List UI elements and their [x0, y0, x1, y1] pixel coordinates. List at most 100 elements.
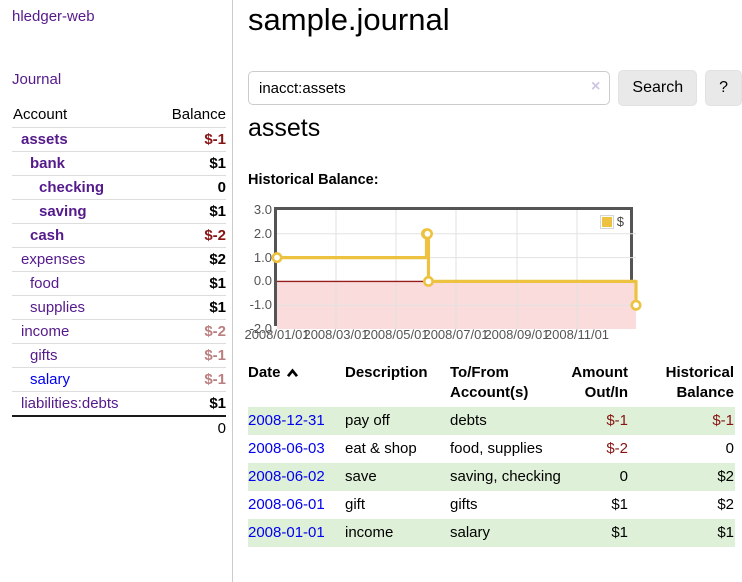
account-row: bank $1 — [12, 151, 226, 176]
chart-legend: $ — [599, 214, 624, 229]
account-name-cell: checking — [12, 175, 153, 200]
register-header-date-label: Date — [248, 364, 281, 381]
register-balance: $1 — [636, 518, 735, 547]
register-row: 2008-01-01 income salary $1 $1 — [248, 518, 735, 547]
y-axis-tick-label: 3.0 — [253, 202, 272, 217]
balance-chart-plot: $ — [271, 207, 642, 329]
register-amount: $-1 — [570, 406, 636, 435]
register-balance: $2 — [717, 495, 734, 513]
accounts-header-balance: Balance — [171, 106, 226, 123]
account-row: food $1 — [12, 271, 226, 296]
y-axis-tick-label: 2.0 — [253, 225, 272, 241]
register-amount: 0 — [570, 462, 636, 491]
register-date-cell: 2008-06-03 — [248, 435, 345, 463]
account-name-cell: saving — [12, 199, 153, 224]
y-axis-tick-label: -1.0 — [249, 297, 272, 313]
register-description: pay off — [345, 406, 450, 435]
chart-label: Historical Balance: — [248, 172, 379, 188]
x-axis-tick-label: 2008/07/01 — [423, 327, 489, 342]
app-title-link[interactable]: hledger-web — [12, 8, 95, 25]
nav-journal: Journal — [12, 71, 226, 88]
register-date-cell: 2008-06-01 — [248, 491, 345, 519]
register-amount: $1 — [611, 495, 628, 513]
account-link[interactable]: bank — [30, 155, 66, 172]
main-content: sample.journal × Search ? assets Histori… — [244, 0, 742, 582]
register-header-description: Description — [345, 364, 428, 381]
transaction-date-link[interactable]: 2008-12-31 — [248, 411, 325, 429]
search-help-button[interactable]: ? — [705, 70, 742, 106]
account-name-cell: salary — [12, 367, 153, 392]
accounts-table: Account Balance assets $-1 bank $1 checking 0… — [12, 103, 226, 440]
register-accounts: saving, checking — [450, 462, 570, 491]
balance-chart-canvas — [271, 210, 642, 329]
search-input[interactable] — [248, 71, 611, 105]
account-row: saving $1 — [12, 199, 226, 224]
account-link[interactable]: supplies — [30, 299, 86, 316]
transaction-date-link[interactable]: 2008-06-01 — [248, 495, 325, 513]
account-balance: $1 — [152, 199, 226, 224]
page-title: sample.journal — [248, 2, 450, 37]
account-link[interactable]: gifts — [30, 347, 58, 364]
register-row: 2008-12-31 pay off debts $-1 $-1 — [248, 406, 735, 435]
account-link[interactable]: assets — [21, 131, 68, 148]
account-link[interactable]: checking — [39, 179, 105, 196]
account-name-cell: cash — [12, 223, 153, 248]
account-link[interactable]: salary — [30, 371, 71, 388]
legend-label: $ — [616, 214, 624, 229]
transaction-date-link[interactable]: 2008-06-02 — [248, 467, 325, 485]
account-link[interactable]: liabilities:debts — [21, 395, 119, 412]
register-header-date[interactable]: Date — [248, 362, 345, 407]
register-amount: $-2 — [606, 439, 628, 457]
y-axis-tick-label: 0.0 — [253, 273, 272, 289]
search-box: × — [248, 71, 611, 105]
x-axis-tick-label: 2008/09/01 — [484, 327, 550, 342]
transaction-date-link[interactable]: 2008-06-03 — [248, 439, 325, 457]
sort-ascending-icon — [286, 368, 298, 378]
legend-swatch-icon — [599, 214, 614, 229]
register-header-balance: Historical Balance — [665, 364, 734, 402]
account-row: salary $-1 — [12, 367, 226, 392]
y-axis-tick-label: 1.0 — [253, 249, 272, 265]
account-balance: $2 — [152, 247, 226, 272]
accounts-total-row: 0 — [12, 415, 226, 440]
account-name-cell: food — [12, 271, 153, 296]
accounts-total-value: 0 — [152, 415, 226, 440]
register-description: gift — [345, 495, 366, 513]
account-name-cell: bank — [12, 151, 153, 176]
account-name-cell: income — [12, 319, 153, 344]
sidebar: hledger-web Journal Account Balance asse… — [0, 0, 233, 582]
journal-link[interactable]: Journal — [12, 71, 62, 88]
account-link[interactable]: food — [30, 275, 60, 292]
register-row: 2008-06-03 eat & shop food, supplies $-2 0 — [248, 435, 735, 463]
search-button[interactable]: Search — [618, 70, 698, 106]
clear-search-icon[interactable]: × — [591, 78, 601, 95]
transaction-date-link[interactable]: 2008-01-01 — [248, 523, 325, 541]
account-heading: assets — [248, 114, 321, 142]
account-row: liabilities:debts $1 — [12, 391, 226, 416]
register-balance: $2 — [636, 462, 735, 491]
account-link[interactable]: expenses — [21, 251, 86, 268]
account-link[interactable]: saving — [39, 203, 87, 220]
register-accounts: salary — [450, 518, 570, 547]
account-balance: $1 — [152, 151, 226, 176]
register-date-cell: 2008-12-31 — [248, 406, 345, 435]
x-axis-tick-label: 2008/05/01 — [363, 327, 429, 342]
account-row: expenses $2 — [12, 247, 226, 272]
register-balance: $-1 — [636, 406, 735, 435]
register-date-cell: 2008-06-02 — [248, 462, 345, 491]
account-balance: $1 — [152, 391, 226, 416]
x-axis-tick-label: 2008/11/01 — [544, 327, 610, 342]
register-description: income — [345, 518, 450, 547]
account-row: cash $-2 — [12, 223, 226, 248]
account-link[interactable]: income — [21, 323, 70, 340]
register-row: 2008-06-02 save saving, checking 0 $2 — [248, 462, 735, 491]
account-row: checking 0 — [12, 175, 226, 200]
register-header-accounts: To/From Account(s) — [450, 364, 529, 402]
register-header-row: Date Description To/From Account(s) Amou… — [248, 362, 735, 407]
account-name-cell: expenses — [12, 247, 153, 272]
account-name-cell: supplies — [12, 295, 153, 320]
account-row: income $-2 — [12, 319, 226, 344]
account-link[interactable]: cash — [30, 227, 65, 244]
account-balance: $-1 — [152, 127, 226, 152]
register-table: Date Description To/From Account(s) Amou… — [248, 362, 735, 547]
